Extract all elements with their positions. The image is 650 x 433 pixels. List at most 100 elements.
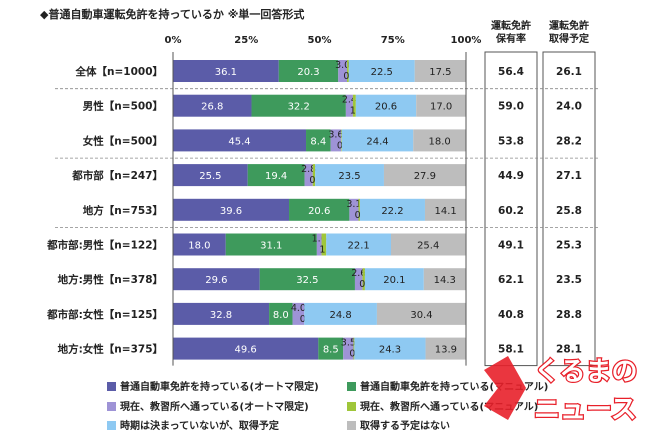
data-label: 22.2 [381, 206, 403, 217]
bar-segment [269, 302, 293, 325]
data-label: 49.6 [235, 345, 257, 356]
bar-segment [289, 198, 350, 221]
data-label: 8.5 [323, 345, 339, 356]
x-tick-label: 75% [381, 35, 405, 46]
data-label: 13.9 [435, 345, 457, 356]
bar-segment [424, 198, 467, 221]
data-label: 18.0 [428, 136, 450, 147]
side-column-header: 運転免許 [491, 19, 531, 32]
red-arrow-icon [484, 356, 526, 420]
bar-segment [173, 129, 307, 152]
data-label: 14.1 [435, 206, 457, 217]
data-label: 45.4 [228, 136, 250, 147]
data-label: 25.4 [417, 241, 439, 252]
bar-segment [390, 233, 466, 256]
bar-segment [316, 233, 322, 256]
data-label: 22.5 [371, 67, 393, 78]
bar-segment [413, 129, 466, 152]
side-column-header: 保有率 [495, 32, 526, 45]
side-column-value: 23.5 [556, 274, 582, 286]
data-label: 2.6 [351, 268, 366, 279]
data-label: 3.5 [341, 338, 356, 349]
data-label: 17.0 [430, 102, 452, 113]
legend-swatch [107, 421, 116, 430]
category-label: 地方:男性【n=378】 [58, 273, 163, 286]
bar-segment [321, 233, 327, 256]
data-label: 18.0 [188, 241, 210, 252]
chart-title: ◆普通自動車運転免許を持っているか ※単一回答形式 [40, 8, 305, 21]
side-column-header: 取得予定 [549, 32, 589, 45]
bar-segment [259, 268, 355, 291]
side-column-value: 60.2 [498, 205, 524, 217]
bar-segment [414, 60, 466, 82]
data-label: 32.2 [288, 102, 310, 113]
legend-label: 取得する予定はない [360, 421, 450, 432]
data-label: 26.8 [201, 102, 223, 113]
x-tick-label: 0% [165, 35, 182, 46]
category-label: 地方:女性【n=375】 [58, 343, 163, 356]
side-column-value: 44.9 [498, 170, 524, 182]
legend-entry: 普通自動車免許を持っている(オートマ限定) [107, 378, 319, 393]
bar-segment [423, 268, 466, 291]
side-column-value: 25.3 [556, 240, 582, 252]
data-label: 22.1 [347, 241, 369, 252]
legend-swatch [347, 421, 356, 430]
side-column-value: 28.2 [556, 135, 582, 147]
bar-segment [173, 198, 290, 221]
bar-segment [225, 233, 317, 256]
data-label: 31.1 [260, 241, 282, 252]
side-column-value: 62.1 [498, 274, 524, 286]
data-label: 24.8 [329, 310, 351, 321]
side-column-value: 49.1 [498, 240, 524, 252]
bar-segment [352, 94, 356, 117]
data-label: 20.6 [308, 206, 330, 217]
category-label: 都市部:女性【n=125】 [46, 308, 163, 321]
side-column-box [542, 51, 596, 367]
data-label: 27.9 [414, 171, 436, 182]
bar-segment [326, 233, 391, 256]
bar-segment [343, 337, 354, 360]
bar-segment [341, 129, 342, 152]
data-label: 20.6 [375, 102, 397, 113]
data-label: 3.1 [346, 199, 361, 210]
bar-segment [318, 337, 344, 360]
data-label: 20.1 [383, 275, 405, 286]
side-column-value: 40.8 [498, 309, 524, 321]
data-label: 4.0 [291, 303, 306, 314]
side-column-value: 24.0 [556, 101, 582, 113]
legend-swatch [107, 402, 116, 411]
bar-segment [348, 60, 415, 82]
legend-entry: 現在、教習所へ通っている(オートマ限定) [107, 398, 309, 413]
bar-segment [173, 337, 319, 360]
bar-segment [306, 129, 331, 152]
x-tick-label: 50% [308, 35, 332, 46]
data-label: 2.4 [342, 95, 357, 106]
side-column-value: 25.8 [556, 205, 582, 217]
side-column-value: 58.1 [498, 344, 524, 356]
bar-segment [173, 94, 252, 117]
bar-segment [353, 337, 355, 360]
data-label: 25.5 [199, 171, 221, 182]
bar-segment [278, 60, 339, 82]
logo-line1: くるまの [534, 357, 637, 387]
side-column-value: 26.1 [556, 66, 582, 78]
data-label: 30.4 [410, 310, 432, 321]
data-label: 3.0 [335, 60, 350, 71]
data-label: 32.5 [296, 275, 318, 286]
data-label: 8.4 [310, 136, 326, 147]
bar-segment [173, 60, 279, 82]
data-label: 2.8 [301, 164, 316, 175]
data-label: 39.6 [220, 206, 242, 217]
side-column-value: 59.0 [498, 101, 524, 113]
side-column-header: 運転免許 [549, 19, 589, 32]
bar-segment [358, 198, 360, 221]
bar-segment [247, 164, 305, 187]
legend-entry: 取得する予定はない [347, 417, 450, 432]
bar-segment [173, 164, 248, 187]
bar-segment [315, 164, 384, 187]
bar-segment [383, 164, 466, 187]
category-label: 都市部:男性【n=122】 [46, 239, 163, 252]
bar-segment [173, 268, 260, 291]
legend-swatch [347, 382, 356, 391]
category-label: 全体【n=1000】 [75, 65, 164, 78]
